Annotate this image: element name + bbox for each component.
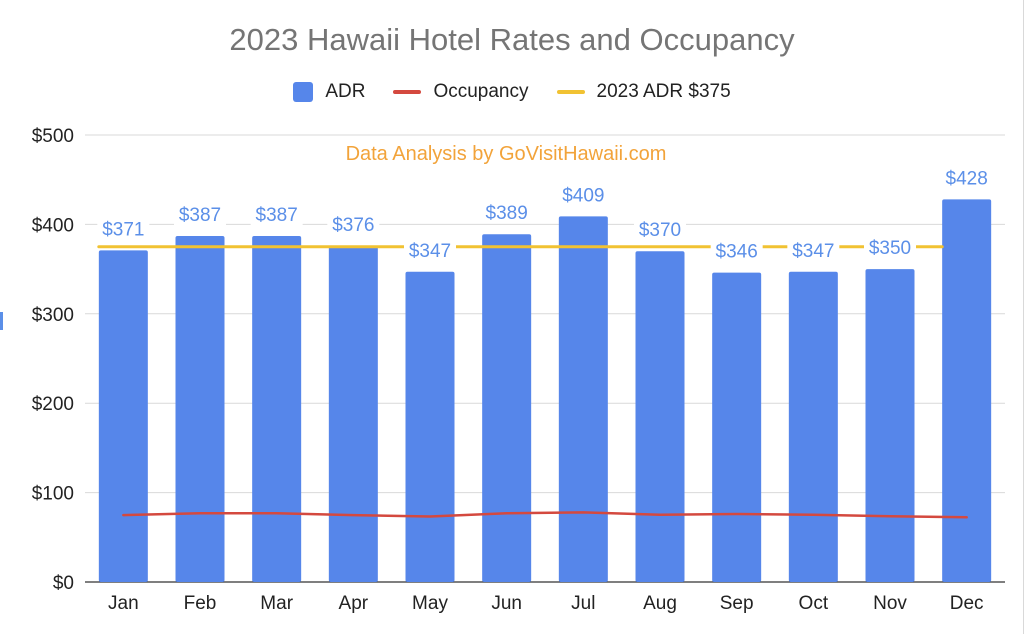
bar-jul[interactable] <box>558 216 608 582</box>
data-label-background <box>864 237 916 259</box>
y-tick-label: $300 <box>32 305 74 326</box>
data-label-aug: $370 <box>639 220 681 241</box>
data-label-jun: $389 <box>486 203 528 224</box>
legend-label-occupancy: Occupancy <box>433 81 529 102</box>
bar-feb[interactable] <box>175 236 225 582</box>
x-tick-label-dec: Dec <box>950 593 984 614</box>
legend-item-occupancy[interactable]: Occupancy <box>393 81 529 103</box>
data-label-jul: $409 <box>562 185 604 206</box>
data-label-nov: $350 <box>869 238 911 259</box>
data-label-background <box>327 213 380 235</box>
bar-jan[interactable] <box>98 250 148 583</box>
bar-nov[interactable] <box>865 269 915 582</box>
data-label-mar: $387 <box>256 205 298 226</box>
legend-swatch-adr <box>293 82 314 102</box>
data-label-background <box>634 219 686 241</box>
occupancy-line[interactable] <box>122 511 968 519</box>
chart-annotation: Data Analysis by GoVisitHawaii.com <box>346 143 667 165</box>
data-label-background <box>97 218 150 240</box>
data-label-background <box>787 239 840 261</box>
legend: ADR Occupancy 2023 ADR $375 <box>0 80 1024 104</box>
data-label-feb: $387 <box>179 205 221 226</box>
data-label-dec: $428 <box>946 168 988 189</box>
x-tick-label-nov: Nov <box>873 593 907 614</box>
bar-may[interactable] <box>405 271 455 582</box>
legend-swatch-adr-average <box>556 90 585 94</box>
x-tick-label-sep: Sep <box>720 593 754 614</box>
x-tick-label-mar: Mar <box>260 593 293 614</box>
x-tick-label-may: May <box>412 593 448 614</box>
bar-dec[interactable] <box>942 199 992 583</box>
x-tick-label-aug: Aug <box>643 593 677 614</box>
data-labels: $371 $387 $387 $376 $347 $389 $409 $370 $346 $347… <box>97 167 993 263</box>
y-tick-label: $500 <box>32 126 74 147</box>
data-label-jan: $371 <box>102 219 144 240</box>
chart-title: 2023 Hawaii Hotel Rates and Occupancy <box>229 22 795 57</box>
x-tick-label-oct: Oct <box>799 593 829 614</box>
y-tick-label: $100 <box>32 484 74 505</box>
data-label-background <box>404 239 456 261</box>
y-axis-ticks: $0 $100 $200 $300 $400 $500 <box>32 126 74 594</box>
x-tick-label-jul: Jul <box>571 593 595 614</box>
data-label-background <box>710 240 763 262</box>
y-tick-label: $200 <box>32 394 74 415</box>
bar-mar[interactable] <box>252 236 302 582</box>
gridlines <box>85 134 1005 583</box>
x-tick-label-apr: Apr <box>339 593 369 614</box>
y-tick-label: $400 <box>32 215 74 236</box>
data-label-sep: $346 <box>716 242 758 263</box>
data-label-background <box>250 204 303 226</box>
x-tick-label-jun: Jun <box>491 593 522 614</box>
data-label-background <box>557 184 610 206</box>
x-axis-ticks: Jan Feb Mar Apr May Jun Jul Aug Sep Oct Nov Dec <box>108 593 984 614</box>
data-label-background <box>174 204 226 226</box>
data-label-apr: $376 <box>332 215 374 236</box>
x-tick-label-feb: Feb <box>184 593 217 614</box>
bar-oct[interactable] <box>788 271 838 582</box>
left-edge-marker <box>0 312 3 330</box>
bar-sep[interactable] <box>712 272 762 582</box>
y-tick-label: $0 <box>53 573 74 594</box>
data-label-may: $347 <box>409 241 451 262</box>
x-tick-label-jan: Jan <box>108 593 139 614</box>
data-label-background <box>480 202 533 224</box>
bar-apr[interactable] <box>328 245 378 582</box>
legend-item-adr[interactable]: ADR <box>293 81 365 103</box>
bar-aug[interactable] <box>635 251 685 582</box>
data-label-background <box>940 167 993 189</box>
bar-jun[interactable] <box>482 234 532 582</box>
legend-swatch-occupancy <box>393 90 422 94</box>
legend-label-adr: ADR <box>325 81 366 102</box>
data-label-oct: $347 <box>792 241 834 262</box>
adr-bars <box>98 199 992 583</box>
legend-item-adr-average[interactable]: 2023 ADR $375 <box>556 81 731 103</box>
legend-label-adr-average: 2023 ADR $375 <box>596 81 731 102</box>
